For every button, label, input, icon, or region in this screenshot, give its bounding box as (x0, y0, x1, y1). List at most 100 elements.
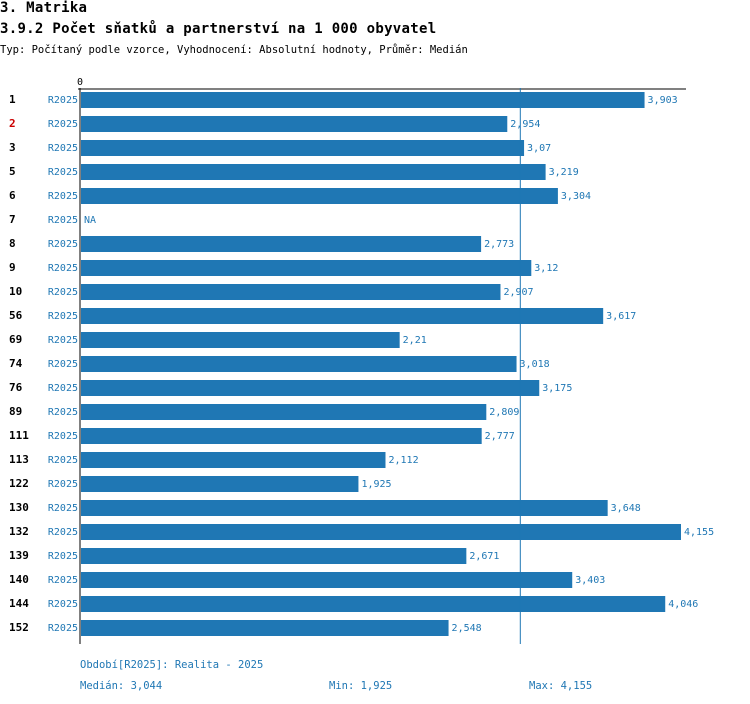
bar (81, 428, 482, 444)
period-label: R2025 (48, 335, 78, 346)
bar (81, 356, 517, 372)
category-label: 9 (9, 261, 16, 274)
value-label: 3,617 (606, 311, 636, 322)
value-label: 2,671 (469, 551, 499, 562)
period-label: R2025 (48, 143, 78, 154)
value-label: 2,112 (388, 455, 418, 466)
category-label: 132 (9, 525, 29, 538)
footer-min: Min: 1,925 (329, 680, 393, 692)
value-label: 3,648 (611, 503, 641, 514)
period-label: R2025 (48, 167, 78, 178)
period-label: R2025 (48, 431, 78, 442)
category-label: 152 (9, 621, 29, 634)
value-label: 2,773 (484, 239, 514, 250)
bar (81, 620, 449, 636)
period-label: R2025 (48, 551, 78, 562)
period-label: R2025 (48, 311, 78, 322)
value-label: 3,403 (575, 575, 605, 586)
chart-title: 3.9.2 Počet sňatků a partnerství na 1 00… (0, 21, 437, 37)
value-label: 3,07 (527, 143, 551, 154)
bar (81, 188, 558, 204)
category-label: 56 (9, 309, 23, 322)
bar (81, 236, 482, 252)
bar (81, 524, 681, 540)
bar (81, 500, 608, 516)
category-label: 1 (9, 93, 16, 106)
bar (81, 140, 525, 156)
section-title: 3. Matrika (0, 0, 88, 16)
period-label: R2025 (48, 263, 78, 274)
bar (81, 452, 386, 468)
bar (81, 332, 400, 348)
value-label: 2,954 (510, 119, 540, 130)
period-label: R2025 (48, 575, 78, 586)
period-label: R2025 (48, 287, 78, 298)
footer-max: Max: 4,155 (529, 680, 593, 692)
period-label: R2025 (48, 407, 78, 418)
category-label: 113 (9, 453, 29, 466)
category-label: 6 (9, 189, 16, 202)
value-label: 3,903 (648, 95, 678, 106)
value-label: 3,018 (520, 359, 550, 370)
value-label: 2,809 (489, 407, 519, 418)
bar (81, 476, 359, 492)
period-label: R2025 (48, 599, 78, 610)
value-label: 3,12 (534, 263, 558, 274)
value-label: 4,155 (684, 527, 714, 538)
bar (81, 164, 546, 180)
category-label: 8 (9, 237, 16, 250)
period-label: R2025 (48, 95, 78, 106)
period-label: R2025 (48, 527, 78, 538)
category-label: 139 (9, 549, 29, 562)
period-label: R2025 (48, 479, 78, 490)
value-label: 2,21 (403, 335, 427, 346)
category-label: 111 (9, 429, 29, 442)
category-label: 122 (9, 477, 29, 490)
value-label: 3,219 (549, 167, 579, 178)
value-label: 3,304 (561, 191, 591, 202)
chart-subtitle: Typ: Počítaný podle vzorce, Vyhodnocení:… (0, 44, 468, 56)
axis-zero-label: 0 (77, 77, 83, 88)
period-label: R2025 (48, 119, 78, 130)
footer-median: Medián: 3,044 (80, 680, 163, 692)
footer-period: Období[R2025]: Realita - 2025 (80, 659, 264, 671)
value-label: 2,777 (485, 431, 515, 442)
value-label: 3,175 (542, 383, 572, 394)
category-label: 140 (9, 573, 29, 586)
category-label: 74 (9, 357, 23, 370)
value-label: 1,925 (361, 479, 391, 490)
period-label: R2025 (48, 383, 78, 394)
period-label: R2025 (48, 359, 78, 370)
category-label: 5 (9, 165, 16, 178)
value-label: 2,548 (452, 623, 482, 634)
category-label: 7 (9, 213, 16, 226)
category-label: 69 (9, 333, 22, 346)
bar (81, 596, 666, 612)
category-label: 2 (9, 117, 16, 130)
value-label: 2,907 (503, 287, 533, 298)
bar (81, 92, 645, 108)
value-label: NA (84, 215, 96, 226)
bar (81, 380, 540, 396)
bar (81, 116, 508, 132)
bar (81, 284, 501, 300)
bar (81, 548, 467, 564)
value-label: 4,046 (668, 599, 698, 610)
category-label: 10 (9, 285, 22, 298)
category-label: 130 (9, 501, 29, 514)
period-label: R2025 (48, 455, 78, 466)
period-label: R2025 (48, 239, 78, 250)
bar (81, 260, 532, 276)
period-label: R2025 (48, 503, 78, 514)
period-label: R2025 (48, 215, 78, 226)
category-label: 89 (9, 405, 22, 418)
bar (81, 572, 573, 588)
category-label: 3 (9, 141, 16, 154)
bar (81, 308, 604, 324)
period-label: R2025 (48, 191, 78, 202)
bar (81, 404, 487, 420)
category-label: 76 (9, 381, 23, 394)
category-label: 144 (9, 597, 29, 610)
period-label: R2025 (48, 623, 78, 634)
